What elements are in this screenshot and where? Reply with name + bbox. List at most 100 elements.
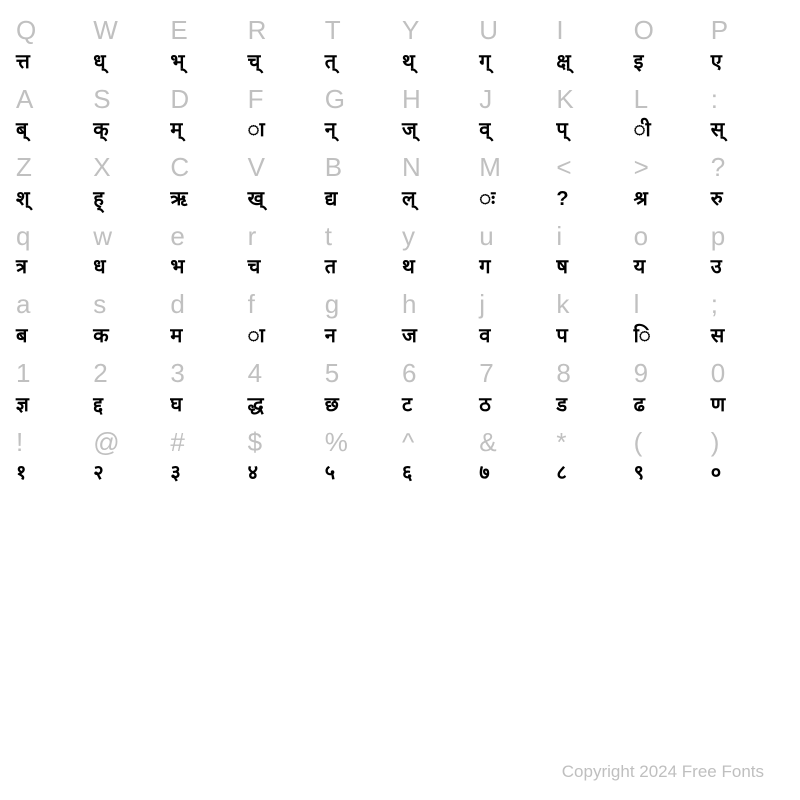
mapped-glyph: ७ — [479, 462, 489, 484]
mapped-glyph: ग् — [479, 51, 490, 73]
char-cell: @२ — [91, 424, 168, 493]
char-cell: jव — [477, 286, 554, 355]
latin-char: % — [325, 428, 348, 457]
char-cell: Z श् — [14, 149, 91, 218]
mapped-glyph: त्त — [16, 51, 30, 73]
char-cell: sक — [91, 286, 168, 355]
mapped-glyph: ल् — [402, 188, 416, 210]
latin-char: e — [170, 222, 184, 251]
latin-char: X — [93, 153, 110, 182]
latin-char: E — [170, 16, 187, 45]
mapped-glyph: स — [711, 325, 725, 347]
latin-char: 1 — [16, 359, 30, 388]
latin-char: G — [325, 85, 345, 114]
mapped-glyph: म — [170, 325, 182, 347]
mapped-glyph: २ — [93, 462, 103, 484]
latin-char: $ — [248, 428, 262, 457]
mapped-glyph: भ् — [170, 51, 184, 73]
mapped-glyph: उ — [711, 256, 722, 278]
latin-char: C — [170, 153, 189, 182]
mapped-glyph: श्र — [634, 188, 648, 210]
latin-char: ) — [711, 428, 720, 457]
mapped-glyph: द्द — [93, 394, 103, 416]
char-cell: 6ट — [400, 355, 477, 424]
mapped-glyph: न् — [325, 119, 336, 141]
char-cell: tत — [323, 218, 400, 287]
latin-char: U — [479, 16, 498, 45]
mapped-glyph: ड — [556, 394, 567, 416]
mapped-glyph: ९ — [634, 462, 644, 484]
mapped-glyph: च् — [248, 51, 261, 73]
mapped-glyph: श् — [16, 188, 30, 210]
char-cell: Aब् — [14, 81, 91, 150]
mapped-glyph: म् — [170, 119, 182, 141]
latin-char: d — [170, 290, 184, 319]
mapped-glyph: ६ — [402, 462, 412, 484]
char-cell: (९ — [632, 424, 709, 493]
mapped-glyph: रु — [711, 188, 723, 210]
char-cell: Yथ् — [400, 12, 477, 81]
mapped-glyph: त् — [325, 51, 336, 73]
char-cell: 1 ज्ञ — [14, 355, 91, 424]
char-cell: J व् — [477, 81, 554, 150]
mapped-glyph: ज्ञ — [16, 394, 29, 416]
mapped-glyph: ध — [93, 256, 105, 278]
latin-char: J — [479, 85, 492, 114]
char-cell: 0ण — [709, 355, 786, 424]
latin-char: w — [93, 222, 112, 251]
mapped-glyph: ८ — [556, 462, 566, 484]
mapped-glyph: ि — [634, 325, 651, 347]
mapped-glyph: ब — [16, 325, 27, 347]
latin-char: t — [325, 222, 332, 251]
latin-char: j — [479, 290, 485, 319]
mapped-glyph: व् — [479, 119, 490, 141]
latin-char: 4 — [248, 359, 262, 388]
latin-char: ^ — [402, 428, 414, 457]
latin-char: p — [711, 222, 725, 251]
char-cell: !१ — [14, 424, 91, 493]
mapped-glyph: न — [325, 325, 336, 347]
latin-char: # — [170, 428, 184, 457]
latin-char: 6 — [402, 359, 416, 388]
char-cell: 5छ — [323, 355, 400, 424]
char-cell: %५ — [323, 424, 400, 493]
latin-char: ( — [634, 428, 643, 457]
mapped-glyph: छ — [325, 394, 339, 416]
mapped-glyph: स् — [711, 119, 725, 141]
char-cell: ^६ — [400, 424, 477, 493]
char-cell: 9ढ — [632, 355, 709, 424]
mapped-glyph: द्ध — [248, 394, 264, 416]
char-cell: wध — [91, 218, 168, 287]
mapped-glyph: ख् — [248, 188, 264, 210]
mapped-glyph: ब् — [16, 119, 27, 141]
char-cell: qत्र — [14, 218, 91, 287]
latin-char: @ — [93, 428, 119, 457]
mapped-glyph: ज् — [402, 119, 417, 141]
char-cell: *८ — [554, 424, 631, 493]
char-cell: Cऋ — [168, 149, 245, 218]
char-cell: Dम् — [168, 81, 245, 150]
char-cell: &७ — [477, 424, 554, 493]
latin-char: P — [711, 16, 728, 45]
latin-char: > — [634, 153, 649, 182]
mapped-glyph: ३ — [170, 462, 180, 484]
mapped-glyph: ः — [479, 188, 495, 210]
char-cell: E भ् — [168, 12, 245, 81]
mapped-glyph: त्र — [16, 256, 27, 278]
char-cell: Iक्ष् — [554, 12, 631, 81]
latin-char: I — [556, 16, 563, 45]
latin-char: < — [556, 153, 571, 182]
mapped-glyph: ी — [634, 119, 651, 141]
char-cell: uग — [477, 218, 554, 287]
char-cell: pउ — [709, 218, 786, 287]
latin-char: Z — [16, 153, 32, 182]
latin-char: Q — [16, 16, 36, 45]
char-cell: )० — [709, 424, 786, 493]
mapped-glyph: द्य — [325, 188, 338, 210]
latin-char: F — [248, 85, 264, 114]
char-cell: Pए — [709, 12, 786, 81]
latin-char: h — [402, 290, 416, 319]
mapped-glyph: प् — [556, 119, 567, 141]
mapped-glyph: इ — [634, 51, 644, 73]
latin-char: 5 — [325, 359, 339, 388]
